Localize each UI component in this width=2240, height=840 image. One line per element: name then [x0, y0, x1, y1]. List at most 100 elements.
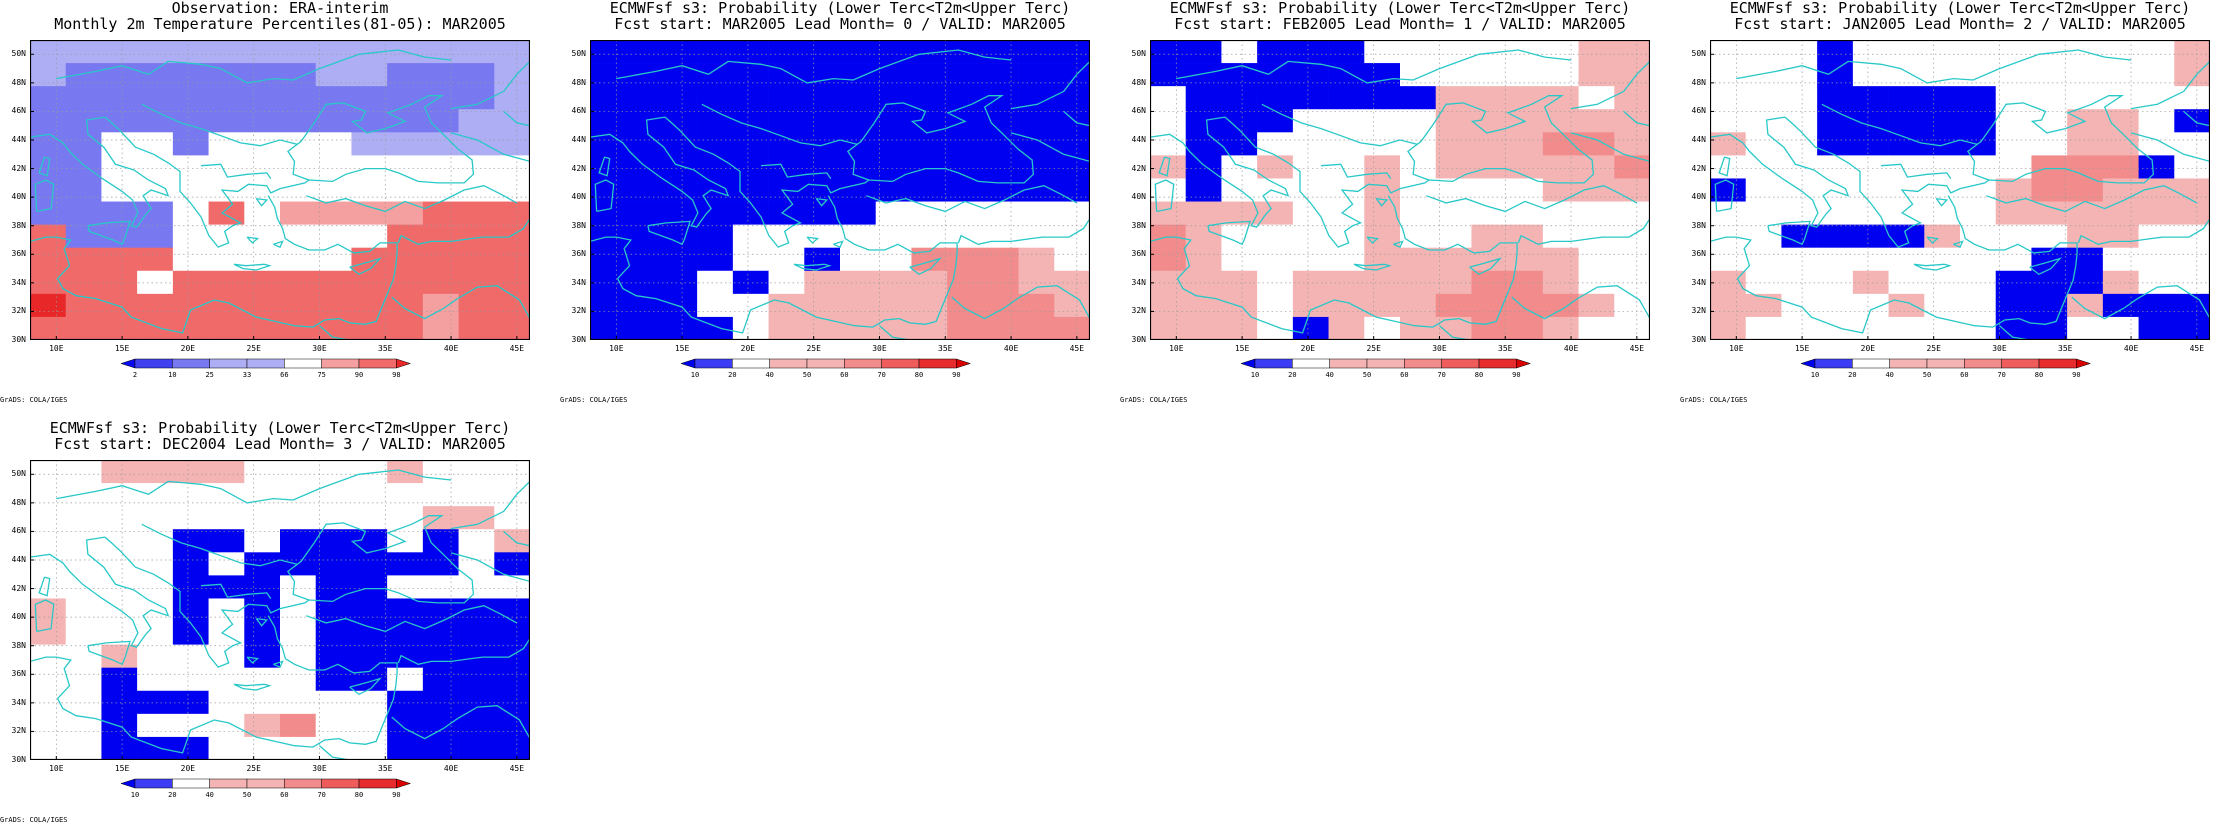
grid-cell [804, 40, 841, 64]
grid-cell [208, 86, 245, 110]
grid-cell [315, 63, 352, 87]
grid-cell [1400, 155, 1437, 179]
lon-tick-label: 10E [609, 344, 624, 353]
coastline [664, 95, 1035, 248]
grid-cell [1781, 155, 1818, 179]
grid-cell [2031, 86, 2068, 110]
grads-label: GrADS: COLA/IGES [560, 396, 628, 404]
grid-cell [137, 109, 174, 133]
grid-cell [137, 316, 174, 340]
lon-tick-label: 30E [1992, 344, 2007, 353]
grid-cell [1852, 178, 1889, 202]
lat-tick-label: 38N [11, 640, 26, 650]
grid-cell [137, 690, 174, 715]
grid-cell [1435, 224, 1472, 248]
grid-cell [244, 575, 281, 599]
grid-cell [875, 132, 912, 156]
coastline [2029, 257, 2063, 276]
grid-cell [1924, 316, 1961, 340]
grid-cell [172, 621, 209, 645]
grid-cell [494, 460, 530, 484]
grid-cell [494, 552, 530, 576]
colorbar-label: 60 [1960, 371, 1968, 379]
grid-cell [1995, 201, 2032, 225]
grid-cell [315, 109, 352, 133]
colorbar-segment [209, 778, 248, 789]
coastline [503, 110, 530, 127]
grid-cell [1995, 293, 2032, 318]
colorbar-label: 10 [1811, 371, 1819, 379]
grid-cell [768, 247, 805, 272]
colorbar-segment [1240, 358, 1256, 369]
grid-cell [101, 293, 138, 318]
grid-cell [101, 224, 138, 248]
grid-cell [590, 293, 627, 318]
grid-cell [422, 293, 459, 318]
coastline [2130, 132, 2210, 163]
grid-cell [280, 598, 317, 622]
grid-cell [1745, 63, 1782, 87]
grid-cell [947, 293, 984, 318]
grid-cell [2174, 40, 2210, 64]
grid-cell [804, 109, 841, 133]
colorbar-label: 90 [1512, 371, 1520, 379]
grid-cell [494, 224, 530, 248]
grid-cell [1995, 247, 2032, 272]
lat-tick-label: 34N [1131, 277, 1146, 287]
coastline [1353, 263, 1392, 271]
grid-cell [172, 644, 209, 668]
grid-cell [732, 247, 769, 272]
colorbar-label: 90 [392, 791, 400, 799]
coastline [2071, 285, 2210, 320]
grid-cell [804, 270, 841, 295]
lon-tick-label: 25E [1366, 344, 1381, 353]
grid-cell [1614, 293, 1650, 318]
grid-cell [387, 552, 424, 576]
grid-cell [1852, 201, 1889, 225]
lon-tick-label: 20E [740, 344, 756, 353]
coastline [30, 195, 398, 334]
coastline [1570, 60, 1650, 110]
colorbar-segment [246, 778, 285, 789]
lat-tick-label: 42N [571, 163, 586, 173]
grid-cell [65, 575, 102, 599]
grid-cell [280, 63, 317, 87]
grid-cell [804, 178, 841, 202]
grid-cell [2174, 132, 2210, 156]
lon-tick-label: 45E [1629, 344, 1645, 353]
grid-cell [1364, 270, 1401, 295]
coastline [391, 705, 530, 740]
grid-cell [244, 506, 281, 530]
grid-cell [875, 201, 912, 225]
lat-tick-label: 46N [11, 106, 26, 116]
grid-cell [387, 316, 424, 340]
grid-cell [315, 224, 352, 248]
grid-cell [2174, 270, 2210, 295]
grid-cell [982, 178, 1019, 202]
grid-cell [422, 86, 459, 110]
grid-cell [661, 109, 698, 133]
colorbar-label: 70 [1997, 371, 2005, 379]
grid-cell [1614, 316, 1650, 340]
grid-cell [1292, 132, 1329, 156]
coastline [1366, 236, 1380, 244]
grid-cell [422, 63, 459, 87]
grid-cell [875, 86, 912, 110]
colorbar-label: 10 [1251, 371, 1259, 379]
grid-cell [172, 552, 209, 576]
grid-cell [875, 155, 912, 179]
grid-cell [1960, 293, 1997, 318]
grid-cell [1852, 40, 1889, 64]
grid-cell [280, 644, 317, 668]
grid-cell [280, 178, 317, 202]
grid-cell [625, 201, 662, 225]
grid-cell [1781, 293, 1818, 318]
grid-cell [315, 713, 352, 738]
grid-cell [137, 506, 174, 530]
lat-tick-label: 44N [1131, 135, 1146, 144]
grid-cell [982, 270, 1019, 295]
grid-cell [351, 552, 388, 576]
grid-cell [244, 529, 281, 553]
colorbar-segment [1404, 358, 1442, 369]
grid-cell [280, 506, 317, 530]
